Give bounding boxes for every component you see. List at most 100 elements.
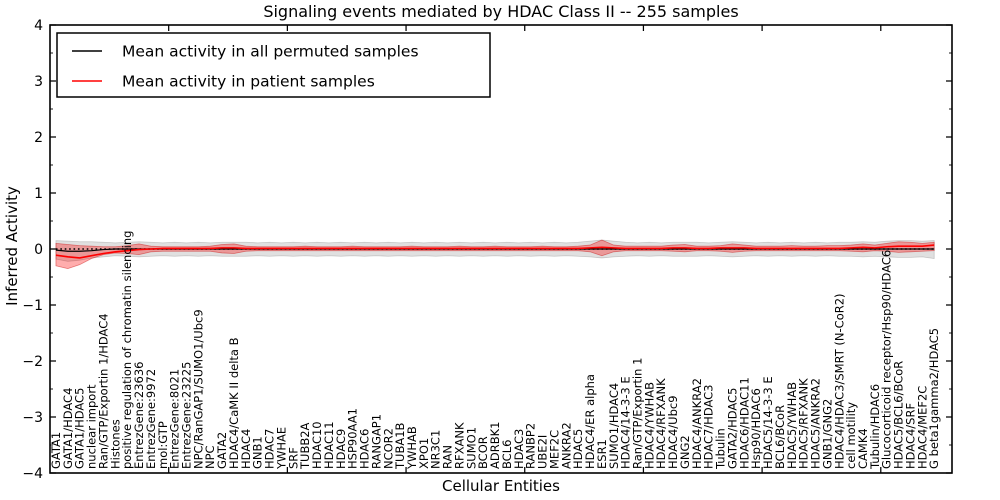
- series-lines: [55, 244, 935, 259]
- x-tick-label: HDAC4/CaMK II delta B: [227, 337, 241, 469]
- x-tick-label: UBE2I: [536, 435, 550, 469]
- x-tick-label: HDAC7/HDAC3: [702, 385, 716, 470]
- x-tick-label: EntrezGene:23225: [179, 362, 193, 469]
- x-tick-label: HDAC6/HDAC11: [737, 377, 751, 469]
- x-tick-label: RANBP2: [524, 423, 538, 469]
- x-tick-label: SRF: [286, 447, 300, 469]
- x-tick-label: positive regulation of chromatin silenci…: [120, 231, 134, 469]
- x-tick-label: HDAC10: [310, 421, 324, 469]
- x-tick-label: YWHAE: [274, 427, 288, 470]
- x-tick-label: G beta1gamma2/HDAC5: [927, 328, 941, 469]
- x-tick-label: HDAC4/HDAC3/SMRT (N-CoR2): [832, 293, 846, 469]
- x-tick-label: ANKRA2: [559, 422, 573, 469]
- y-tick-label: −2: [22, 354, 43, 370]
- x-axis-label: Cellular Entities: [442, 477, 560, 495]
- y-tick-label: −4: [22, 466, 43, 482]
- x-tick-label: EntrezGene:8021: [168, 369, 182, 469]
- patient-mean-line: [55, 244, 935, 259]
- y-tick-labels: 4 3 2 1 0 −1 −2 −3 −4: [22, 18, 43, 482]
- y-tick-label: −3: [22, 410, 43, 426]
- x-tick-label: RANGAP1: [369, 414, 383, 469]
- x-tick-label: NPC/RanGAP1/SUMO1/Ubc9: [191, 309, 205, 469]
- x-tick-label: ADRBK1: [488, 422, 502, 469]
- x-tick-label: GNG2: [678, 435, 692, 469]
- legend-label-permuted: Mean activity in all permuted samples: [122, 43, 419, 61]
- x-tick-label: HDAC5/14-3-3 E: [761, 376, 775, 469]
- x-tick-label: GATA2/HDAC5: [725, 388, 739, 469]
- x-tick-label: HDAC4/14-3-3 E: [619, 376, 633, 469]
- y-tick-label: 1: [34, 186, 43, 202]
- x-tick-label: SUMO1/HDAC4: [607, 383, 621, 469]
- x-tick-label: HDAC6: [358, 429, 372, 469]
- x-tick-label: HDAC5/ANKRA2: [809, 378, 823, 469]
- x-tick-label: HDAC4/ER alpha: [583, 374, 597, 469]
- x-tick-label: BCL6/BCoR: [773, 405, 787, 469]
- x-tick-label: MEF2C: [547, 430, 561, 469]
- x-tick-label: HDAC5/YWHAB: [785, 382, 799, 469]
- chart-title: Signaling events mediated by HDAC Class …: [263, 2, 738, 21]
- x-tick-label: HDAC4/YWHAB: [642, 382, 656, 469]
- x-tick-label: GNB1: [251, 436, 265, 469]
- plot-border: [49, 24, 953, 474]
- y-tick-label: 0: [34, 242, 43, 258]
- x-tick-label: HDAC4/ANKRA2: [690, 378, 704, 469]
- x-tick-label: CAMK4: [856, 428, 870, 469]
- x-tick-label: HDAC5: [571, 429, 585, 469]
- x-tick-label: HDAC7: [263, 429, 277, 469]
- x-tick-label: nuclear import: [85, 384, 99, 469]
- x-tick-label: GATA2: [215, 432, 229, 469]
- y-tick-label: 4: [34, 18, 43, 34]
- x-tick-label: HDAC3: [512, 429, 526, 469]
- x-tick-label: HDAC4/MEF2C: [915, 386, 929, 469]
- confidence-bands: [55, 239, 935, 270]
- x-tick-label: HDAC4/SRF: [903, 403, 917, 469]
- x-tick-label: ESR1: [595, 439, 609, 469]
- x-tick-label: NPC: [203, 445, 217, 469]
- x-tick-label: YWHAB: [405, 426, 419, 470]
- x-tick-label: Tubulin/HDAC6: [868, 384, 882, 470]
- x-tick-label: NR3C1: [429, 430, 443, 469]
- y-tick-label: −1: [22, 298, 43, 314]
- x-tick-label: HDAC4/Ubc9: [666, 395, 680, 469]
- x-tick-label: BCOR: [476, 436, 490, 469]
- legend-box: [56, 32, 491, 98]
- x-tick-label: Hsp90/HDAC6: [749, 388, 763, 469]
- x-tick-label: Tubulin: [714, 428, 728, 470]
- x-tick-label: BCL6: [500, 440, 514, 469]
- x-tick-label: HDAC4/RFXANK: [654, 378, 668, 469]
- x-tick-label: Histones: [108, 419, 122, 469]
- x-tick-label: Ran/GTP/Exportin 1: [630, 358, 644, 469]
- x-tick-label: GATA1/HDAC4: [61, 388, 75, 469]
- x-tick-label: HDAC11: [322, 421, 336, 469]
- x-tick-label: HSP90AA1: [346, 408, 360, 469]
- x-tick-label: HDAC4: [239, 429, 253, 469]
- x-tick-label: HDAC5/RFXANK: [797, 378, 811, 469]
- permuted-range-band-area: [55, 239, 935, 262]
- x-tick-label: Ran/GTP/Exportin 1/HDAC4: [96, 313, 110, 469]
- x-tick-label: SUMO1: [464, 427, 478, 469]
- x-tick-label: Glucocorticoid receptor/Hsp90/HDAC6: [880, 250, 894, 469]
- x-tick-label: EntrezGene:9972: [144, 369, 158, 469]
- x-tick-label: GNB1/GNG2: [820, 399, 834, 469]
- patient-range-band-area: [55, 239, 935, 270]
- x-tick-label: GATA1/HDAC5: [73, 388, 87, 469]
- x-tick-label: EntrezGene:23636: [132, 362, 146, 469]
- x-tick-label: RAN: [441, 445, 455, 469]
- y-tick-label: 2: [34, 130, 43, 146]
- x-tick-label: mol:GTP: [156, 421, 170, 469]
- legend: Mean activity in all permuted samples Me…: [56, 32, 491, 98]
- x-tick-label: GATA1: [49, 432, 63, 469]
- y-axis-label: Inferred Activity: [3, 186, 21, 306]
- y-tick-label: 3: [34, 74, 43, 90]
- x-tick-label: NCOR2: [381, 428, 395, 469]
- x-tick-label: TUBA1B: [393, 422, 407, 470]
- x-tick-label: cell motility: [844, 402, 858, 469]
- x-tick-label: RFXANK: [452, 422, 466, 469]
- x-tick-label: XPO1: [417, 438, 431, 469]
- x-tick-label: HDAC9: [334, 429, 348, 469]
- x-tick-label: TUBB2A: [298, 422, 312, 470]
- legend-label-patient: Mean activity in patient samples: [122, 73, 375, 91]
